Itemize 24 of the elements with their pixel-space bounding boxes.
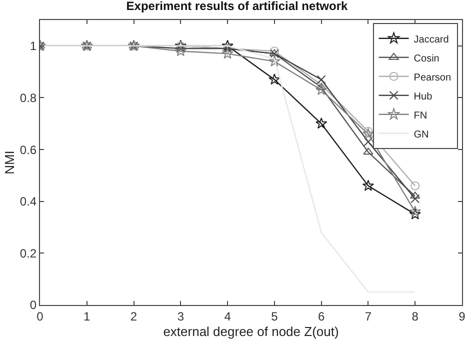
- y-tick-label: 0.4: [20, 194, 37, 209]
- y-tick-label: 0.2: [20, 246, 37, 260]
- x-tick-label: 8: [412, 309, 419, 324]
- legend-label: Cosin: [414, 53, 440, 64]
- y-tick-label: 0.8: [20, 90, 37, 105]
- legend-label: Jaccard: [414, 34, 449, 46]
- x-tick-label: 6: [318, 309, 325, 324]
- x-tick-label: 1: [84, 309, 91, 324]
- y-tick-label: 0.6: [20, 142, 37, 157]
- legend-label: Pearson: [414, 72, 452, 84]
- x-tick-label: 7: [364, 309, 372, 324]
- x-axis-title: external degree of node Z(out): [163, 324, 339, 339]
- x-tick-label: 2: [130, 309, 138, 324]
- legend-label: FN: [414, 110, 428, 122]
- x-tick-label: 3: [177, 309, 184, 324]
- chart-title: Experiment results of artificial network: [126, 0, 348, 14]
- x-tick-label: 4: [224, 309, 232, 324]
- legend-label: Hub: [414, 91, 433, 102]
- y-tick-label: 1: [30, 39, 37, 54]
- legend-label: GN: [414, 129, 429, 140]
- y-axis-title: NMI: [2, 150, 17, 174]
- x-tick-label: 9: [458, 309, 466, 324]
- y-tick-label: 0: [30, 298, 37, 312]
- x-tick-label: 5: [271, 309, 278, 324]
